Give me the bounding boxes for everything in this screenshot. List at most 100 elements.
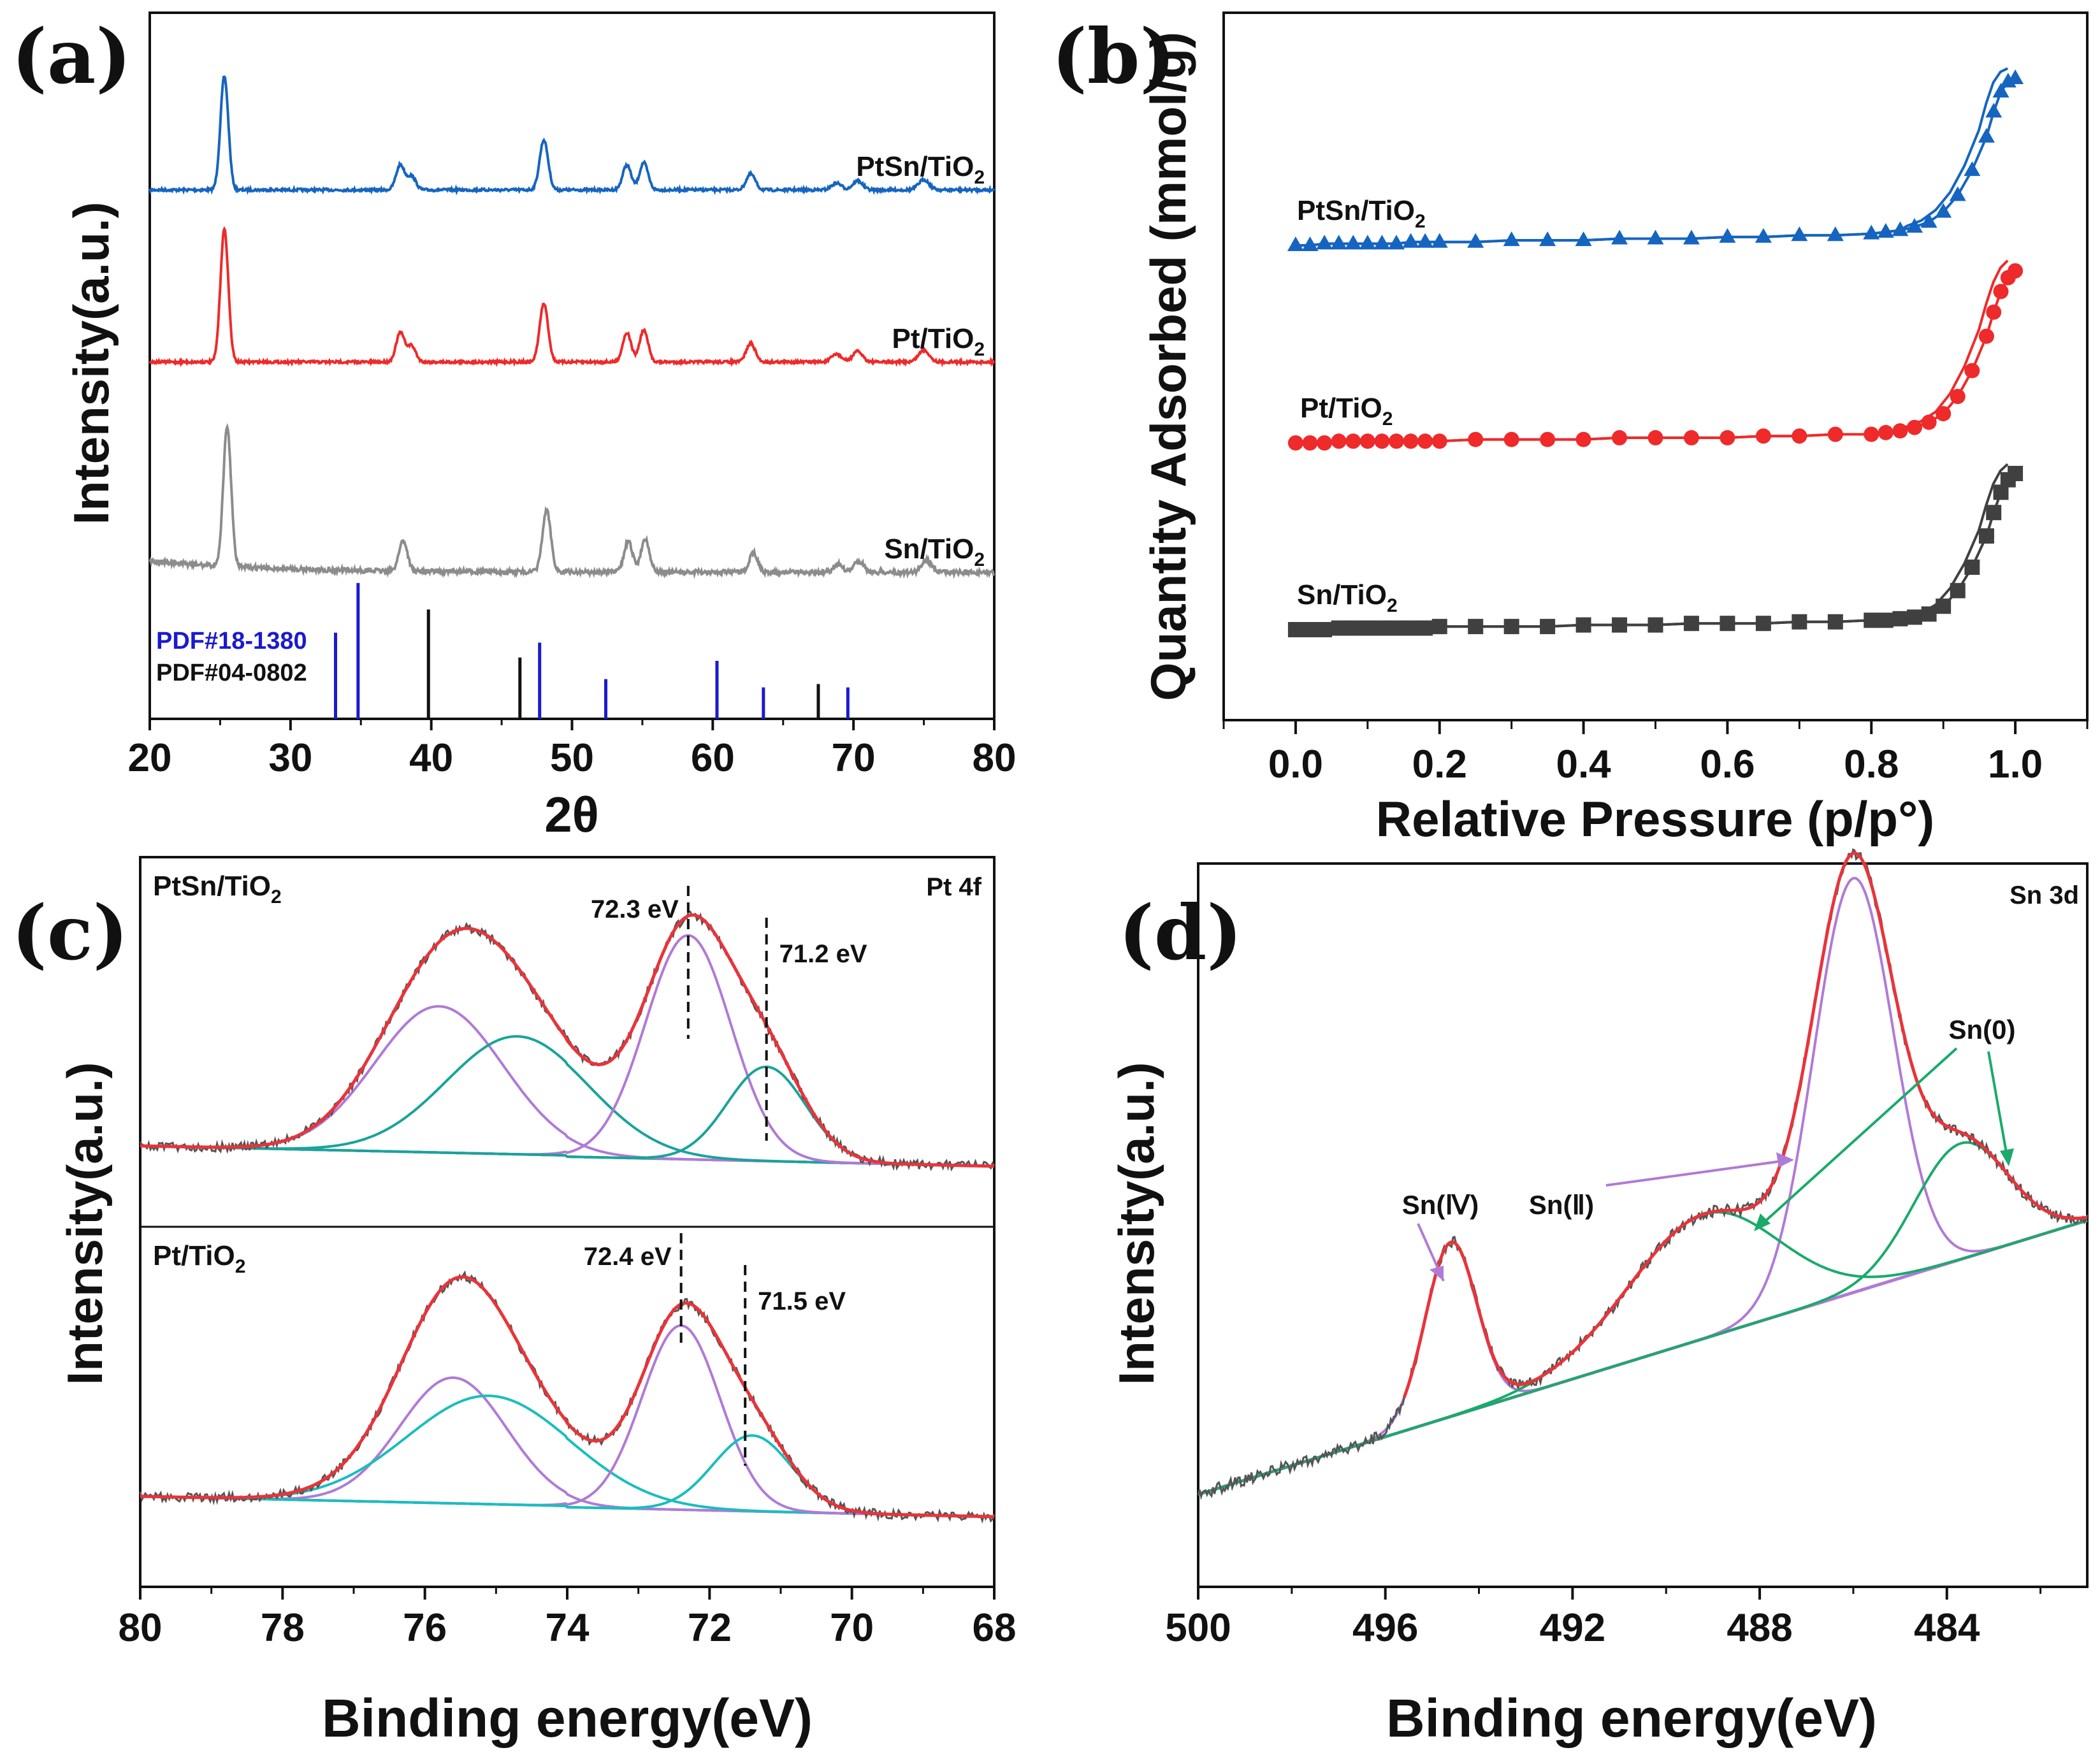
panel-d-x-tick-label: 484 [1914, 1606, 1980, 1650]
isotherm-point [1388, 235, 1405, 250]
isotherm-point [1575, 431, 1591, 447]
panel-d-y-title: Intensity(a.u.) [1108, 1062, 1164, 1385]
isotherm-point [1921, 606, 1937, 622]
isotherm-label-PtSn/TiO2: PtSn/TiO2 [1297, 195, 1426, 232]
isotherm-point [1316, 235, 1333, 250]
isotherm-point [1936, 406, 1952, 422]
isotherm-point [1964, 560, 1980, 575]
isotherm-point [1864, 612, 1879, 628]
panel-c-x-tick-label: 72 [688, 1606, 732, 1650]
panel-a-series-labels: PtSn/TiO2 Pt/TiO2 Sn/TiO2 [856, 151, 985, 570]
sn-ii-arrow [1605, 1159, 1792, 1187]
panel-b-x-tick-label: 0.8 [1844, 742, 1899, 786]
sn-ii-label: Sn(Ⅱ) [1529, 1190, 1594, 1220]
isotherm-point [1985, 103, 2002, 118]
pt-4f-label: Pt 4f [926, 873, 981, 901]
pdf-04-0802-label: PDF#04-0802 [156, 660, 307, 686]
panel-b-x-axis: 0.0 0.2 0.4 0.6 0.8 1.0 [1222, 720, 2089, 786]
isotherm-point [1612, 430, 1628, 445]
isotherm-point [1431, 433, 1447, 449]
panel-d-x-tick-label: 488 [1727, 1606, 1792, 1650]
panel-c-y-title: Intensity(a.u.) [57, 1062, 113, 1385]
panel-c-letter: (c) [11, 888, 129, 977]
xps-label-Pt/TiO2: Pt/TiO2 [153, 1240, 245, 1277]
isotherm-point [1503, 619, 1519, 635]
isotherm-point [1540, 431, 1556, 447]
panel-b-series-labels: PtSn/TiO2 Pt/TiO2 Sn/TiO2 [1297, 195, 1426, 616]
isotherm-point [1935, 203, 1952, 218]
panel-c-x-title: Binding energy(eV) [322, 1688, 813, 1748]
panel-b-x-tick-label: 0.2 [1412, 742, 1467, 786]
isotherm-point [1892, 423, 1908, 439]
isotherm-point [1373, 235, 1391, 250]
isotherm-point [1647, 617, 1663, 633]
isotherm-point [1287, 622, 1303, 637]
binding-energy-label: 71.2 eV [779, 940, 867, 968]
panel-c-annotations: PtSn/TiO2 72.3 eV 71.2 eV Pt/TiO2 72.4 eV 71.… [153, 871, 867, 1466]
isotherm-point [1986, 505, 2002, 521]
panel-a-x-axis: 20 30 40 50 60 70 80 [128, 719, 1017, 780]
isotherm-point [1612, 617, 1628, 633]
panel-a-y-title: Intensity(a.u.) [63, 201, 119, 524]
isotherm-point [1921, 414, 1937, 430]
isotherm-point [1878, 424, 1894, 440]
sn-iv-label: Sn(Ⅳ) [1402, 1190, 1479, 1220]
isotherm-point [1503, 431, 1519, 447]
isotherm-point [1755, 616, 1771, 632]
isotherm-point [1374, 433, 1390, 449]
isotherm-point [1964, 161, 1981, 177]
sn-0-label: Sn(0) [1949, 1015, 2016, 1045]
panel-b-letter: (b) [1052, 12, 1175, 101]
panel-d-x-tick-label: 492 [1540, 1606, 1605, 1650]
isotherm-point [1403, 620, 1419, 636]
panel-c: (c) 80 78 76 74 72 70 68 PtSn/TiO2 72.3 eV 71.2 … [11, 856, 1017, 1748]
xps-component-Sn(0)-3 [1198, 1141, 2088, 1496]
xrd-label-PtSn/TiO2: PtSn/TiO2 [856, 151, 985, 188]
isotherm-point [1877, 223, 1894, 238]
panel-c-x-tick-label: 74 [546, 1606, 590, 1650]
panel-d-x-title: Binding energy(eV) [1386, 1688, 1877, 1748]
panel-a-series [148, 75, 996, 579]
panel-a-x-tick-label: 80 [973, 736, 1017, 780]
panel-b: (b) 0.0 0.2 0.4 0.6 0.8 1.0 PtSn/TiO2 Pt/TiO2 S… [1052, 11, 2089, 847]
xps-component-Sn(II)-1 [1198, 876, 2088, 1496]
isotherm-point [2008, 263, 2024, 278]
panel-d-series [1197, 848, 2089, 1501]
isotherm-point [1345, 433, 1361, 449]
isotherm-point [1683, 616, 1699, 632]
panel-b-x-tick-label: 0.6 [1700, 742, 1755, 786]
sn-0-arrow-left [1758, 1047, 1958, 1228]
panel-c-x-axis: 80 78 76 74 72 70 68 [119, 1587, 1017, 1650]
isotherm-point [1863, 224, 1880, 240]
xps-component-PtSn/TiO2-0 [140, 1005, 995, 1168]
isotherm-point [1539, 231, 1556, 247]
panel-a-x-tick-label: 30 [268, 736, 312, 780]
isotherm-point [1986, 304, 2002, 320]
panel-b-series [1287, 67, 2024, 637]
panel-d-plot-frame [1197, 862, 2089, 1588]
xrd-line-PtSn/TiO2 [148, 75, 996, 196]
isotherm-adsorption-Pt/TiO2 [1295, 270, 2017, 444]
sn-0-arrowhead-right [2000, 1148, 2014, 1166]
panel-d: (d) 500 496 492 488 484 Sn(Ⅳ) Sn(Ⅱ) Sn(0) Sn 3… [1108, 848, 2089, 1748]
panel-c-x-tick-label: 78 [261, 1606, 305, 1650]
xps-raw-Pt/TiO2 [139, 1270, 996, 1524]
xps-component-PtSn/TiO2-2 [140, 934, 995, 1168]
panel-b-x-tick-label: 0.0 [1268, 742, 1323, 786]
isotherm-point [1317, 622, 1333, 637]
isotherm-point [1431, 233, 1448, 248]
isotherm-adsorption-Sn/TiO2 [1295, 472, 2017, 631]
isotherm-point [1331, 433, 1347, 449]
panel-c-x-tick-label: 68 [973, 1606, 1017, 1650]
isotherm-point [1345, 620, 1361, 636]
panel-b-y-title: Quantity Adsorbed (mmol/g) [1140, 32, 1196, 701]
sn-iv-arrowhead [1430, 1266, 1444, 1281]
isotherm-point [1950, 389, 1966, 405]
isotherm-point [1359, 235, 1376, 250]
panel-b-x-tick-label: 0.4 [1556, 742, 1611, 786]
isotherm-point [1792, 614, 1807, 630]
isotherm-point [1647, 430, 1663, 445]
xps-raw-sn [1197, 848, 2089, 1501]
isotherm-point [1949, 186, 1966, 201]
